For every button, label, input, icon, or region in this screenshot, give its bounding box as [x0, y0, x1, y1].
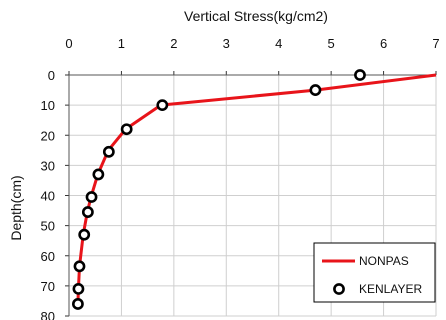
grid: [68, 74, 437, 317]
data-point-kenlayer: [81, 206, 94, 218]
series-layer: [72, 69, 437, 310]
x-axis-title: Vertical Stress(kg/cm2): [184, 8, 328, 24]
y-tick-label: 40: [41, 189, 55, 204]
data-point-kenlayer: [73, 260, 86, 273]
legend-label-kenlayer: KENLAYER: [359, 282, 422, 296]
x-tick-label: 3: [223, 36, 230, 51]
data-point-kenlayer: [156, 99, 169, 112]
x-tick-label: 1: [118, 36, 125, 51]
data-point-kenlayer: [120, 123, 133, 136]
data-point-kenlayer: [85, 191, 98, 203]
x-tick-label: 0: [65, 36, 72, 51]
data-point-kenlayer: [102, 145, 115, 158]
y-tick-label: 70: [41, 279, 55, 294]
data-point-kenlayer: [72, 282, 85, 295]
y-tick-label: 10: [41, 98, 55, 113]
x-tick-label: 7: [432, 36, 439, 51]
axes: [65, 71, 437, 317]
data-point-kenlayer: [354, 69, 366, 81]
y-tick-label: 80: [41, 309, 55, 320]
x-tick-label: 4: [275, 36, 282, 51]
y-tick-label: 50: [41, 219, 55, 234]
data-point-kenlayer: [72, 298, 84, 310]
data-point-kenlayer: [92, 168, 105, 181]
x-tick-label: 5: [328, 36, 335, 51]
y-tick-label: 0: [48, 68, 55, 83]
y-tick-label: 60: [41, 249, 55, 264]
legend: NONPAS KENLAYER: [313, 242, 436, 303]
legend-label-nonpas: NONPAS: [359, 254, 409, 268]
data-point-kenlayer: [309, 84, 322, 96]
x-tick-label: 6: [380, 36, 387, 51]
y-axis-title: Depth(cm): [8, 175, 24, 240]
data-point-kenlayer: [78, 228, 91, 241]
y-tick-label: 30: [41, 158, 55, 173]
x-tick-label: 2: [170, 36, 177, 51]
legend-swatch-kenlayer: [333, 283, 345, 295]
tick-labels: 0 10 20 30 40 50 60 70 80 0 1 2 3 4 5 6 7: [41, 36, 440, 320]
y-tick-label: 20: [41, 128, 55, 143]
